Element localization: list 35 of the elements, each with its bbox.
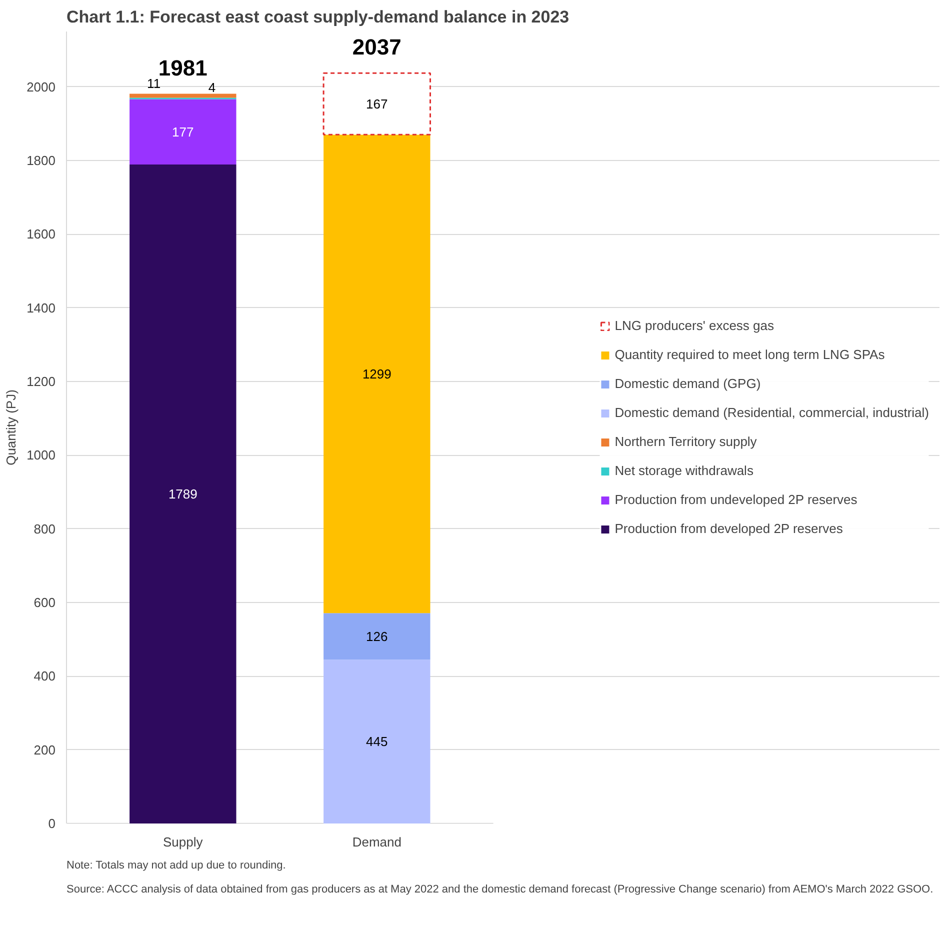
data-label: 177 [172,124,194,140]
data-label: 11 [147,76,161,91]
source-note: Source: ACCC analysis of data obtained from gas producers as at May 2022 and the domestic demand forecast (Progressive Change scenario) from AEMO's March 2022 GSOO. [66,884,934,896]
legend-label: Domestic demand (Residential, commercial, industrial) [614,405,929,420]
chart-title: Chart 1.1: Forecast east coast supply-demand balance in 2023 [66,8,570,26]
data-label: 445 [366,734,388,750]
y-tick-label: 400 [34,668,56,684]
data-label: 1299 [362,366,392,382]
data-label: 167 [366,96,388,112]
legend-label: LNG producers' excess gas [614,318,774,333]
data-label: 4 [208,80,216,95]
y-tick-label: 1200 [26,374,56,389]
x-tick-label: Supply [163,834,204,850]
legend-label: Domestic demand (GPG) [614,376,761,391]
legend-label: Quantity required to meet long term LNG SPAs [614,347,885,362]
total-label: 2037 [352,34,402,60]
legend-label: Production from undeveloped 2P reserves [614,492,858,507]
y-tick-label: 1000 [26,448,56,463]
y-tick-label: 600 [34,594,56,610]
legend-label: Production from developed 2P reserves [614,521,843,536]
y-tick-label: 1600 [26,226,56,242]
x-tick-label: Demand [352,834,402,850]
legend-label: Northern Territory supply [614,434,757,449]
y-tick-label: 0 [48,816,56,831]
data-label: 1789 [168,486,198,502]
y-tick-label: 800 [34,521,56,536]
y-tick-label: 1800 [26,152,56,168]
y-axis-title: Quantity (PJ) [4,390,19,466]
y-tick-label: 2000 [26,79,56,94]
data-label: 126 [366,628,388,644]
y-tick-label: 200 [34,742,56,758]
total-label: 1981 [158,55,208,80]
legend-label: Net storage withdrawals [614,463,754,478]
text: Note: Totals may not add up due to rounding. [66,860,286,872]
y-tick-label: 1400 [26,300,56,316]
